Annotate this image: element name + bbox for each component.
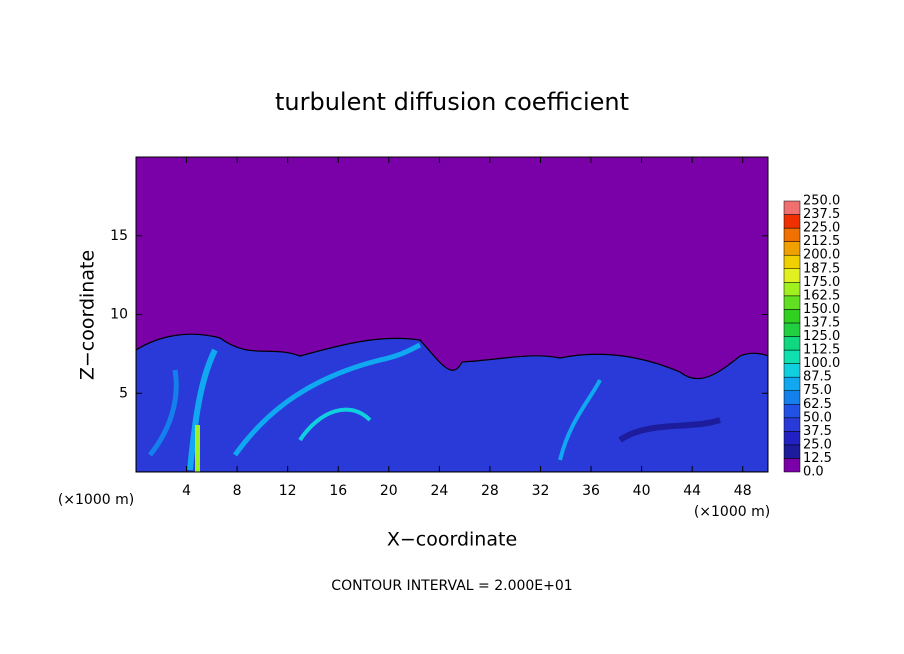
field-region <box>136 333 768 472</box>
colorbar-label: 37.5 <box>803 424 832 439</box>
colorbar-swatch <box>783 322 801 337</box>
x-unit: (×1000 m) <box>58 492 134 508</box>
x-tick-label: 16 <box>329 483 347 499</box>
colorbar-swatch <box>783 200 801 215</box>
colorbar-label: 87.5 <box>803 370 832 385</box>
field <box>136 333 768 472</box>
colorbar-swatch <box>783 282 801 297</box>
x-unit: (×1000 m) <box>694 504 770 520</box>
x-tick-label: 24 <box>430 483 448 499</box>
colorbar-label: 200.0 <box>803 248 840 263</box>
annotation: CONTOUR INTERVAL = 2.000E+01 <box>331 578 572 594</box>
colorbar-label: 62.5 <box>803 397 832 412</box>
colorbar-swatch <box>783 241 801 256</box>
colorbar-swatch <box>783 404 801 419</box>
colorbar-label: 12.5 <box>803 451 832 466</box>
colorbar-swatch <box>783 227 801 242</box>
colorbar-label: 212.5 <box>803 234 840 249</box>
colorbar-label: 112.5 <box>803 343 840 358</box>
colorbar-swatch <box>783 214 801 229</box>
field-streak <box>187 348 218 471</box>
chart-title: turbulent diffusion coefficient <box>275 88 629 116</box>
x-tick-label: 40 <box>633 483 651 499</box>
colorbar-label: 187.5 <box>803 261 840 276</box>
colorbar-swatch <box>783 431 801 446</box>
colorbar-label: 162.5 <box>803 288 840 303</box>
colorbar-label: 125.0 <box>803 329 840 344</box>
colorbar-label: 0.0 <box>803 465 824 480</box>
colorbar-swatch <box>783 390 801 405</box>
field-streak <box>558 379 602 461</box>
colorbar-swatch <box>783 417 801 432</box>
colorbar-label: 175.0 <box>803 275 840 290</box>
y-axis-label: Z−coordinate <box>77 250 99 380</box>
y-tick-label: 10 <box>110 307 128 323</box>
x-tick-label: 48 <box>734 483 752 499</box>
x-tick-label: 44 <box>683 483 701 499</box>
colorbar-label: 75.0 <box>803 383 832 398</box>
colorbar-swatch <box>783 444 801 459</box>
colorbar-swatch <box>783 363 801 378</box>
x-tick-label: 12 <box>279 483 297 499</box>
colorbar-label: 137.5 <box>803 315 840 330</box>
y-tick-label: 15 <box>110 228 128 244</box>
colorbar-label: 237.5 <box>803 207 840 222</box>
field-spot <box>195 425 200 472</box>
field-streak <box>618 417 721 443</box>
colorbar-swatch <box>783 349 801 364</box>
colorbar-label: 150.0 <box>803 302 840 317</box>
colorbar-label: 25.0 <box>803 437 832 452</box>
colorbar-label: 250.0 <box>803 194 840 209</box>
x-axis-label: X−coordinate <box>387 529 517 551</box>
colorbar-label: 50.0 <box>803 410 832 425</box>
field-streak <box>148 369 179 457</box>
colorbar-swatch <box>783 376 801 391</box>
colorbar-label: 100.0 <box>803 356 840 371</box>
colorbar-swatch <box>783 336 801 351</box>
x-tick-label: 4 <box>182 483 191 499</box>
x-tick-label: 28 <box>481 483 499 499</box>
x-tick-label: 8 <box>233 483 242 499</box>
colorbar-swatch <box>783 309 801 324</box>
colorbar-swatch <box>783 295 801 310</box>
y-tick-label: 5 <box>119 385 128 401</box>
colorbar-label: 225.0 <box>803 221 840 236</box>
colorbar-swatch <box>783 254 801 269</box>
field-streak <box>232 342 422 457</box>
colorbar-swatch <box>783 268 801 283</box>
colorbar-swatch <box>783 458 801 473</box>
x-tick-label: 32 <box>532 483 550 499</box>
field-streak <box>298 407 372 442</box>
x-tick-label: 20 <box>380 483 398 499</box>
x-tick-label: 36 <box>582 483 600 499</box>
